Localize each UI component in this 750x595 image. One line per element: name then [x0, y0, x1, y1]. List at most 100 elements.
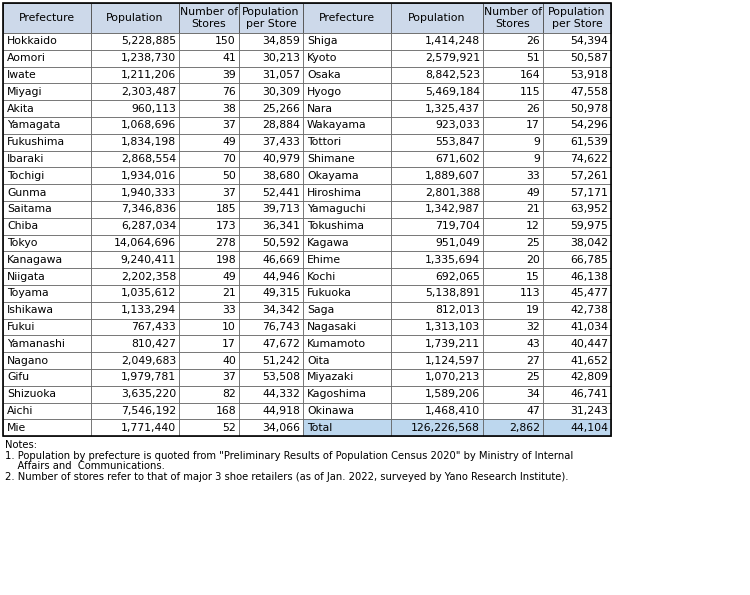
- Bar: [91, 234, 179, 252]
- Text: 185: 185: [215, 205, 236, 214]
- Text: Yamanashi: Yamanashi: [7, 339, 64, 349]
- Bar: [3, 403, 91, 419]
- Bar: [91, 67, 179, 83]
- Text: Miyazaki: Miyazaki: [307, 372, 354, 383]
- Bar: [543, 419, 611, 436]
- Bar: [91, 201, 179, 218]
- Text: 37,433: 37,433: [262, 137, 300, 147]
- Bar: [3, 201, 91, 218]
- Bar: [543, 352, 611, 369]
- Text: 47: 47: [526, 406, 540, 416]
- Bar: [179, 117, 239, 134]
- Text: Kagawa: Kagawa: [307, 238, 350, 248]
- Text: 10: 10: [222, 322, 236, 332]
- Text: 5,469,184: 5,469,184: [424, 87, 480, 97]
- Bar: [483, 50, 543, 67]
- Text: 164: 164: [519, 70, 540, 80]
- Bar: [239, 369, 303, 386]
- Text: 51: 51: [526, 53, 540, 63]
- Bar: [179, 252, 239, 268]
- Text: Fukushima: Fukushima: [7, 137, 65, 147]
- Bar: [91, 83, 179, 100]
- Text: 41: 41: [222, 53, 236, 63]
- Bar: [543, 318, 611, 336]
- Text: 25,266: 25,266: [262, 104, 300, 114]
- Bar: [179, 151, 239, 167]
- Text: 33: 33: [222, 305, 236, 315]
- Bar: [483, 134, 543, 151]
- Bar: [303, 285, 391, 302]
- Bar: [543, 285, 611, 302]
- Text: Hokkaido: Hokkaido: [7, 36, 58, 46]
- Text: Akita: Akita: [7, 104, 34, 114]
- Text: Ehime: Ehime: [307, 255, 341, 265]
- Text: 960,113: 960,113: [131, 104, 176, 114]
- Text: 40,979: 40,979: [262, 154, 300, 164]
- Bar: [543, 302, 611, 318]
- Bar: [239, 352, 303, 369]
- Bar: [179, 83, 239, 100]
- Bar: [3, 184, 91, 201]
- Text: Affairs and  Communications.: Affairs and Communications.: [5, 461, 165, 471]
- Bar: [3, 67, 91, 83]
- Text: 47,558: 47,558: [570, 87, 608, 97]
- Bar: [303, 352, 391, 369]
- Text: Niigata: Niigata: [7, 271, 46, 281]
- Bar: [391, 83, 483, 100]
- Bar: [303, 33, 391, 50]
- Bar: [483, 234, 543, 252]
- Bar: [391, 285, 483, 302]
- Bar: [239, 50, 303, 67]
- Bar: [391, 33, 483, 50]
- Bar: [239, 285, 303, 302]
- Bar: [179, 134, 239, 151]
- Bar: [303, 3, 391, 33]
- Text: 12: 12: [526, 221, 540, 231]
- Bar: [239, 268, 303, 285]
- Text: 1,068,696: 1,068,696: [121, 120, 176, 130]
- Text: Tokyo: Tokyo: [7, 238, 38, 248]
- Text: 30,309: 30,309: [262, 87, 300, 97]
- Bar: [3, 369, 91, 386]
- Text: 1,335,694: 1,335,694: [424, 255, 480, 265]
- Text: 74,622: 74,622: [570, 154, 608, 164]
- Bar: [303, 184, 391, 201]
- Bar: [3, 234, 91, 252]
- Text: 37: 37: [222, 187, 236, 198]
- Text: Saitama: Saitama: [7, 205, 52, 214]
- Text: 553,847: 553,847: [435, 137, 480, 147]
- Bar: [391, 151, 483, 167]
- Text: 671,602: 671,602: [435, 154, 480, 164]
- Bar: [179, 285, 239, 302]
- Bar: [483, 252, 543, 268]
- Text: 692,065: 692,065: [435, 271, 480, 281]
- Text: 57,171: 57,171: [570, 187, 608, 198]
- Bar: [91, 50, 179, 67]
- Text: Miyagi: Miyagi: [7, 87, 43, 97]
- Text: 5,138,891: 5,138,891: [424, 289, 480, 299]
- Bar: [303, 268, 391, 285]
- Text: Prefecture: Prefecture: [19, 13, 75, 23]
- Bar: [483, 352, 543, 369]
- Bar: [483, 100, 543, 117]
- Bar: [3, 352, 91, 369]
- Bar: [239, 100, 303, 117]
- Text: 70: 70: [222, 154, 236, 164]
- Text: 34,859: 34,859: [262, 36, 300, 46]
- Bar: [303, 218, 391, 234]
- Bar: [91, 252, 179, 268]
- Bar: [303, 318, 391, 336]
- Text: 719,704: 719,704: [435, 221, 480, 231]
- Text: 30,213: 30,213: [262, 53, 300, 63]
- Bar: [483, 184, 543, 201]
- Bar: [179, 302, 239, 318]
- Bar: [483, 386, 543, 403]
- Text: 2,303,487: 2,303,487: [121, 87, 176, 97]
- Bar: [3, 336, 91, 352]
- Text: 9: 9: [533, 154, 540, 164]
- Text: Kanagawa: Kanagawa: [7, 255, 63, 265]
- Text: 9,240,411: 9,240,411: [121, 255, 176, 265]
- Text: Toyama: Toyama: [7, 289, 49, 299]
- Bar: [483, 419, 543, 436]
- Text: Saga: Saga: [307, 305, 334, 315]
